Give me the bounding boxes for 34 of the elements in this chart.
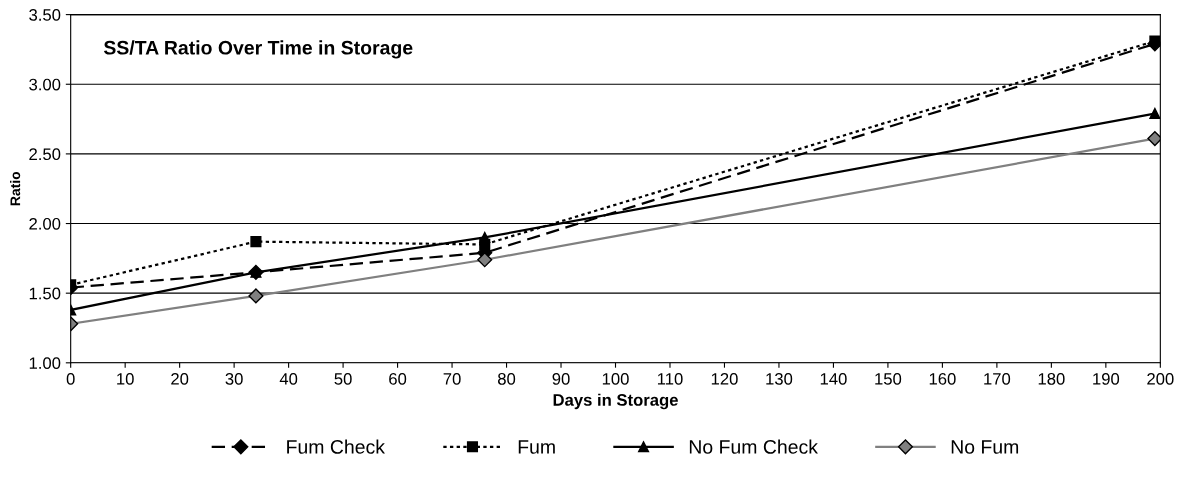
- x-tick-label: 70: [443, 372, 461, 385]
- legend-label: Fum Check: [287, 439, 386, 454]
- y-tick-label: 3.50: [29, 9, 61, 21]
- y-tick-label: 2.00: [29, 217, 61, 230]
- x-tick-label: 80: [498, 372, 516, 385]
- x-tick-label: 150: [875, 372, 902, 385]
- x-tick-label: 200: [1147, 372, 1174, 385]
- x-tick-label: 60: [389, 372, 407, 385]
- x-tick-label: 90: [552, 372, 570, 385]
- x-axis-title: Days in Storage: [553, 393, 678, 410]
- y-tick-label: 2.50: [29, 148, 61, 161]
- x-tick-label: 50: [334, 372, 352, 385]
- x-tick-label: 30: [225, 372, 243, 385]
- x-tick-label: 120: [711, 372, 738, 385]
- text: SS/TA Ratio Over Time in Storage: [103, 40, 413, 59]
- legend-label: No Fum Check: [689, 439, 818, 454]
- y-axis-title: Ratio: [10, 171, 21, 206]
- legend-label: Fum: [518, 440, 555, 454]
- x-tick-label: 140: [820, 372, 847, 385]
- y-tick-label: 3.00: [29, 78, 61, 91]
- x-tick-label: 130: [766, 372, 793, 385]
- x-tick-label: 20: [171, 372, 189, 385]
- x-tick-label: 110: [657, 372, 683, 385]
- x-tick-label: 40: [279, 372, 298, 385]
- x-tick-label: 10: [117, 372, 134, 385]
- legend-label: No Fum: [951, 440, 1019, 454]
- y-tick-label: 1.00: [29, 357, 61, 370]
- x-tick-label: 0: [66, 372, 75, 385]
- x-tick-label: 160: [929, 372, 956, 385]
- x-tick-label: 180: [1038, 372, 1065, 385]
- x-tick-label: 190: [1093, 372, 1120, 385]
- x-tick-label: 100: [602, 372, 629, 385]
- x-tick-label: 170: [984, 372, 1011, 385]
- y-tick-label: 1.50: [29, 287, 61, 300]
